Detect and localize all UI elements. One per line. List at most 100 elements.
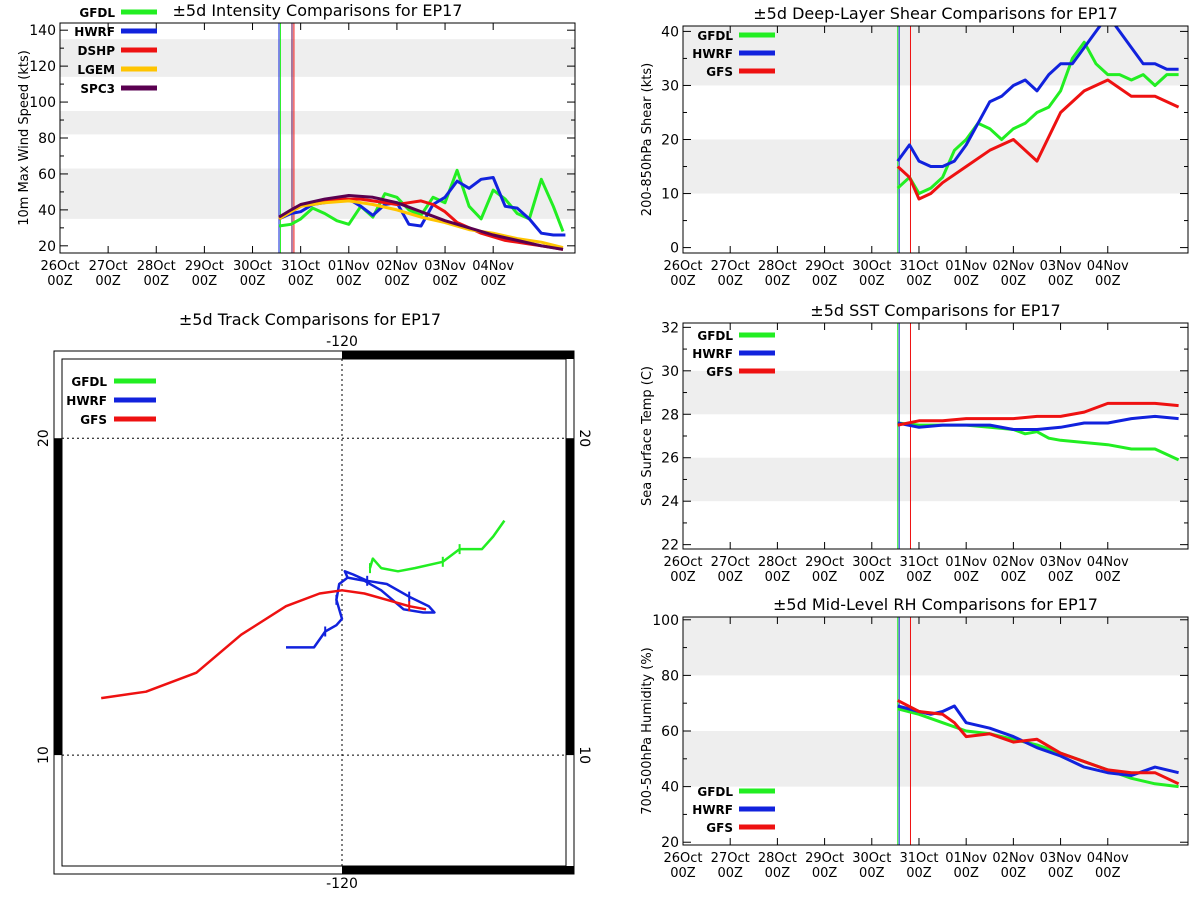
rh-ytick-label: 100	[652, 613, 679, 629]
intensity-ytick-label: 80	[38, 131, 56, 147]
intensity-xtick-label-top: 26Oct	[40, 259, 79, 274]
track-lat-label-left-1: 10	[36, 746, 52, 764]
intensity-legend-label-spc3: SPC3	[80, 82, 115, 96]
track-outer-frame	[53, 350, 575, 875]
sst-xtick-label-bottom: 00Z	[953, 570, 979, 585]
intensity-band-1	[60, 111, 575, 135]
intensity-ytick-label: 140	[29, 23, 56, 39]
sst-xtick-label-bottom: 00Z	[859, 570, 885, 585]
shear-series-gfdl	[896, 40, 1179, 195]
shear-ytick-label: 30	[661, 78, 679, 94]
intensity-xtick-label-top: 31Oct	[281, 259, 320, 274]
shear-xtick-label-bottom: 00Z	[717, 274, 743, 289]
rh-legend-label-gfs: GFS	[706, 821, 733, 835]
intensity-panel: 2040608010012014026Oct00Z27Oct00Z28Oct00…	[17, 1, 576, 289]
intensity-legend-label-gfdl: GFDL	[79, 6, 115, 20]
intensity-xtick-label-top: 02Nov	[376, 259, 418, 274]
sst-xtick-label-top: 26Oct	[663, 555, 702, 570]
rh-xtick-label-bottom: 00Z	[1001, 866, 1027, 881]
track-border-right	[566, 438, 574, 756]
rh-xtick-label-top: 26Oct	[663, 851, 702, 866]
sst-ytick-label: 28	[661, 407, 679, 423]
track-legend-label-gfdl: GFDL	[71, 375, 107, 389]
rh-xtick-label-top: 03Nov	[1040, 851, 1082, 866]
track-panel: -120 -120 20 20 10 10 ±5d Track Comparisons fo…	[36, 310, 592, 892]
sst-xtick-label-top: 31Oct	[899, 555, 938, 570]
rh-xtick-label-bottom: 00Z	[1048, 866, 1074, 881]
rh-xtick-label-bottom: 00Z	[1095, 866, 1121, 881]
shear-xtick-label-bottom: 00Z	[765, 274, 791, 289]
rh-xtick-label-bottom: 00Z	[717, 866, 743, 881]
intensity-xtick-label-bottom: 00Z	[144, 274, 170, 289]
track-lon-label-top: -120	[326, 334, 358, 350]
rh-legend-label-gfdl: GFDL	[697, 785, 733, 799]
shear-xtick-label-top: 28Oct	[758, 259, 797, 274]
rh-series-gfdl	[897, 707, 1179, 789]
sst-band-1	[683, 370, 1188, 415]
rh-xtick-label-top: 31Oct	[899, 851, 938, 866]
shear-legend-label-gfdl: GFDL	[697, 29, 733, 43]
sst-legend-label-gfs: GFS	[706, 365, 733, 379]
shear-ytick-label: 10	[661, 187, 679, 203]
shear-xtick-label-bottom: 00Z	[1095, 274, 1121, 289]
sst-xtick-label-bottom: 00Z	[1095, 570, 1121, 585]
shear-legend-label-gfs: GFS	[706, 65, 733, 79]
shear-xtick-label-top: 27Oct	[711, 259, 750, 274]
track-lat-label-right-1: 10	[576, 746, 592, 764]
shear-xtick-label-bottom: 00Z	[859, 274, 885, 289]
shear-panel: 01020304026Oct00Z27Oct00Z28Oct00Z29Oct00…	[640, 4, 1189, 289]
track-inner-frame	[61, 358, 567, 867]
shear-legend-label-hwrf: HWRF	[692, 47, 733, 61]
shear-xtick-label-top: 30Oct	[852, 259, 891, 274]
rh-xtick-label-top: 02Nov	[992, 851, 1034, 866]
intensity-legend-label-hwrf: HWRF	[74, 25, 115, 39]
intensity-series-gfdl	[278, 168, 565, 232]
intensity-ytick-label: 100	[29, 95, 56, 111]
intensity-xtick-label-top: 30Oct	[233, 259, 272, 274]
intensity-xtick-label-bottom: 00Z	[240, 274, 266, 289]
track-title: ±5d Track Comparisons for EP17	[179, 310, 441, 329]
shear-xtick-label-bottom: 00Z	[953, 274, 979, 289]
sst-band-0	[683, 457, 1188, 502]
shear-ytick-label: 20	[661, 133, 679, 149]
track-lon-label-bottom: -120	[326, 876, 358, 892]
intensity-xtick-label-top: 29Oct	[185, 259, 224, 274]
sst-legend-label-hwrf: HWRF	[692, 347, 733, 361]
rh-xtick-label-bottom: 00Z	[953, 866, 979, 881]
sst-xtick-label-top: 29Oct	[805, 555, 844, 570]
rh-xtick-label-bottom: 00Z	[906, 866, 932, 881]
shear-xtick-label-bottom: 00Z	[906, 274, 932, 289]
rh-xtick-label-top: 30Oct	[852, 851, 891, 866]
sst-xtick-label-top: 03Nov	[1040, 555, 1082, 570]
sst-ylabel: Sea Surface Temp (C)	[640, 366, 655, 506]
sst-ytick-label: 26	[661, 451, 679, 467]
track-series-gfdl	[368, 519, 506, 573]
shear-xtick-label-bottom: 00Z	[1048, 274, 1074, 289]
rh-xtick-label-top: 01Nov	[945, 851, 987, 866]
track-legend-label-hwrf: HWRF	[66, 394, 107, 408]
intensity-ylabel: 10m Max Wind Speed (kts)	[17, 50, 32, 226]
track-border-top	[342, 351, 574, 359]
intensity-xtick-label-top: 03Nov	[424, 259, 466, 274]
rh-xtick-label-top: 27Oct	[711, 851, 750, 866]
rh-band-0	[683, 731, 1188, 787]
sst-xtick-label-top: 30Oct	[852, 555, 891, 570]
intensity-xtick-label-top: 27Oct	[89, 259, 128, 274]
intensity-legend-label-lgem: LGEM	[77, 63, 115, 77]
intensity-ytick-label: 120	[29, 59, 56, 75]
rh-xtick-label-bottom: 00Z	[765, 866, 791, 881]
sst-xtick-label-bottom: 00Z	[1001, 570, 1027, 585]
intensity-xtick-label-bottom: 00Z	[336, 274, 362, 289]
sst-ytick-label: 24	[661, 494, 679, 510]
rh-series-gfs	[897, 699, 1180, 786]
rh-xtick-label-bottom: 00Z	[859, 866, 885, 881]
rh-ytick-label: 40	[661, 780, 679, 796]
rh-xtick-label-top: 04Nov	[1087, 851, 1129, 866]
sst-xtick-label-top: 04Nov	[1087, 555, 1129, 570]
sst-series-hwrf	[897, 414, 1179, 431]
track-lat-label-left-0: 20	[36, 429, 52, 447]
sst-xtick-label-bottom: 00Z	[717, 570, 743, 585]
shear-series-gfs	[896, 78, 1180, 201]
rh-legend-label-hwrf: HWRF	[692, 803, 733, 817]
